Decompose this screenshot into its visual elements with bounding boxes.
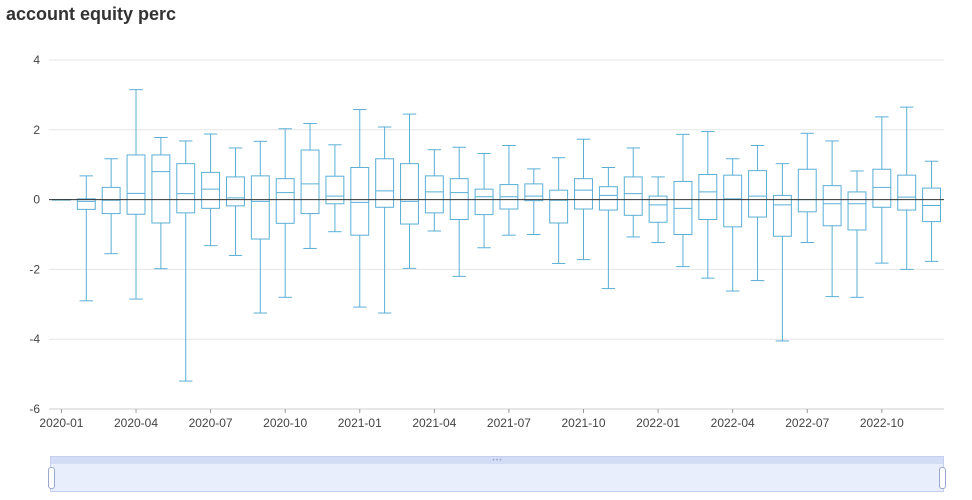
zoom-handle-right[interactable]	[939, 467, 946, 489]
box-2020-02[interactable]	[76, 175, 96, 302]
box-iqr[interactable]	[648, 195, 668, 223]
box-2020-06[interactable]	[176, 140, 196, 382]
zoom-slider-bar[interactable]: •••	[51, 457, 943, 464]
box-iqr[interactable]	[400, 163, 419, 225]
box-iqr[interactable]	[76, 198, 96, 210]
x-tick-label: 2020-01	[39, 416, 83, 430]
box-iqr[interactable]	[300, 149, 320, 215]
x-tick-label: 2020-10	[263, 416, 307, 430]
y-tick-label: -2	[29, 262, 40, 276]
box-iqr[interactable]	[847, 191, 867, 231]
box-iqr[interactable]	[623, 176, 643, 216]
box-iqr[interactable]	[201, 171, 221, 209]
box-2021-07[interactable]	[499, 145, 519, 236]
box-2020-10[interactable]	[275, 128, 295, 298]
box-2021-03[interactable]	[400, 113, 419, 269]
box-2021-09[interactable]	[549, 157, 569, 264]
box-iqr[interactable]	[897, 174, 917, 211]
box-2022-08[interactable]	[822, 140, 842, 298]
box-iqr[interactable]	[772, 194, 792, 237]
box-2020-05[interactable]	[151, 136, 171, 270]
box-2022-07[interactable]	[797, 132, 817, 244]
box-2022-05[interactable]	[748, 145, 767, 282]
chart-title: account equity perc	[6, 4, 177, 24]
box-iqr[interactable]	[549, 189, 569, 224]
data-zoom-slider[interactable]: •••	[48, 456, 946, 492]
box-iqr[interactable]	[524, 183, 544, 202]
box-iqr[interactable]	[126, 154, 146, 215]
zoom-handle-left[interactable]	[48, 467, 55, 489]
box-iqr[interactable]	[151, 154, 171, 224]
x-tick-label: 2021-01	[338, 416, 382, 430]
box-iqr[interactable]	[698, 173, 718, 220]
grid-layer	[49, 59, 944, 410]
x-tick-label: 2022-07	[785, 416, 829, 430]
x-axis-ticks: 2020-01 2020-04 2020-07 2020-10 2021-01 2021-…	[39, 409, 904, 430]
y-tick-label: -6	[29, 402, 40, 416]
box-2022-02[interactable]	[673, 133, 693, 268]
y-tick-label: -4	[29, 332, 40, 346]
box-iqr[interactable]	[797, 168, 817, 213]
y-tick-label: 4	[33, 53, 40, 67]
box-2022-12[interactable]	[922, 160, 942, 262]
box-2022-04[interactable]	[723, 158, 743, 292]
box-iqr[interactable]	[424, 175, 444, 214]
box-2020-08[interactable]	[226, 147, 245, 256]
box-iqr[interactable]	[375, 158, 395, 208]
x-tick-label: 2021-07	[487, 416, 531, 430]
box-2022-01[interactable]	[648, 176, 668, 244]
box-2020-04[interactable]	[126, 89, 146, 300]
box-iqr[interactable]	[474, 188, 494, 216]
x-tick-label: 2020-07	[189, 416, 233, 430]
box-2022-11[interactable]	[897, 106, 917, 270]
x-tick-label: 2022-10	[860, 416, 904, 430]
x-tick-label: 2022-04	[711, 416, 755, 430]
x-tick-label: 2021-04	[412, 416, 456, 430]
box-2021-10[interactable]	[574, 138, 593, 261]
box-layer[interactable]	[51, 89, 942, 382]
box-2021-01[interactable]	[350, 109, 370, 308]
box-2022-03[interactable]	[698, 131, 718, 279]
box-2020-11[interactable]	[300, 123, 320, 249]
y-tick-label: 0	[33, 193, 40, 207]
box-iqr[interactable]	[822, 185, 842, 227]
box-iqr[interactable]	[598, 186, 618, 211]
box-2022-09[interactable]	[847, 170, 867, 298]
x-tick-label: 2021-10	[561, 416, 605, 430]
y-axis-ticks: -6 -4 -2 0 2 4	[29, 53, 40, 416]
box-2021-06[interactable]	[474, 153, 494, 249]
box-iqr[interactable]	[275, 178, 295, 224]
box-2022-06[interactable]	[772, 163, 792, 342]
box-iqr[interactable]	[250, 175, 270, 240]
box-2021-04[interactable]	[424, 149, 444, 232]
box-2021-12[interactable]	[623, 147, 643, 238]
box-2020-12[interactable]	[325, 144, 345, 233]
box-iqr[interactable]	[350, 166, 370, 236]
box-2021-08[interactable]	[524, 168, 544, 235]
box-2020-03[interactable]	[101, 158, 121, 255]
box-iqr[interactable]	[574, 178, 593, 210]
box-iqr[interactable]	[723, 174, 743, 228]
box-iqr[interactable]	[325, 175, 345, 205]
box-iqr[interactable]	[226, 176, 245, 207]
y-tick-label: 2	[33, 123, 40, 137]
x-axis	[49, 199, 944, 410]
box-2021-11[interactable]	[598, 166, 618, 290]
box-iqr[interactable]	[872, 168, 892, 208]
box-2020-09[interactable]	[250, 140, 270, 314]
x-tick-label: 2020-04	[114, 416, 158, 430]
box-iqr[interactable]	[748, 170, 767, 218]
box-2022-10[interactable]	[872, 116, 892, 264]
box-2021-02[interactable]	[375, 126, 395, 314]
zoom-grip-icon[interactable]: •••	[491, 457, 503, 464]
box-iqr[interactable]	[449, 178, 469, 220]
box-2020-07[interactable]	[201, 133, 221, 247]
box-2021-05[interactable]	[449, 146, 469, 277]
x-tick-label: 2022-01	[636, 416, 680, 430]
box-iqr[interactable]	[176, 163, 196, 214]
box-iqr[interactable]	[922, 187, 942, 223]
